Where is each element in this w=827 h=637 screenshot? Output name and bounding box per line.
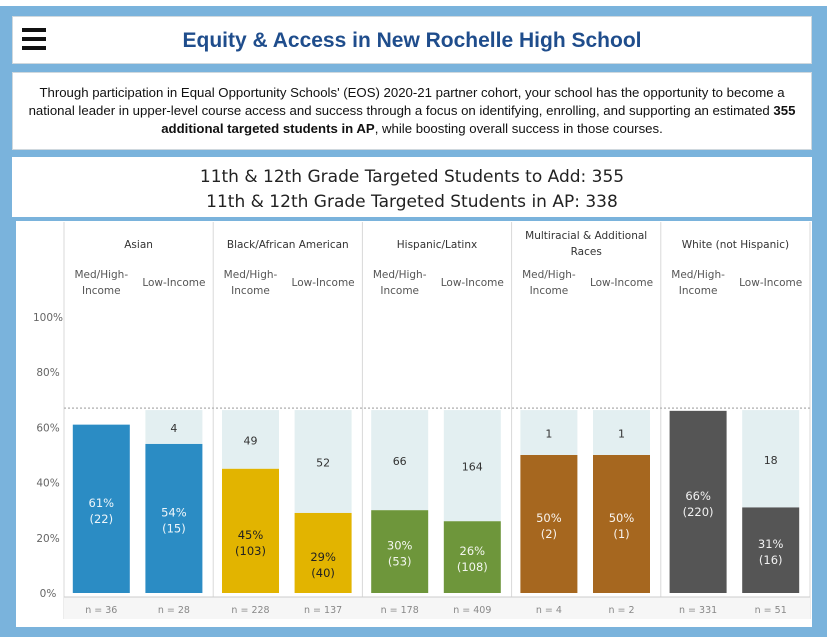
target-band	[294, 410, 352, 513]
n-label: n = 331	[679, 605, 717, 616]
bar-sub-label: Income	[82, 285, 121, 297]
bar-count-label: (53)	[388, 555, 412, 569]
y-tick-label: 0%	[40, 588, 57, 600]
n-label: n = 28	[158, 605, 190, 616]
bar-value-label: 29%	[310, 550, 336, 564]
bar	[520, 455, 578, 593]
bar-count-label: (40)	[311, 566, 335, 580]
kpi-separator	[12, 217, 812, 221]
bar-value-label: 30%	[387, 539, 413, 553]
page-title: Equity & Access in New Rochelle High Sch…	[182, 29, 642, 52]
bar-value-label: 50%	[536, 511, 562, 525]
group-label: Asian	[124, 239, 153, 251]
bar-sub-label: Low-Income	[590, 277, 653, 289]
bar	[222, 468, 279, 593]
bar-sub-label: Income	[679, 285, 718, 297]
bar-sub-label: Income	[231, 285, 270, 297]
bar-sub-label: Med/High-	[224, 269, 278, 281]
n-label: n = 228	[231, 605, 269, 616]
group-label: Hispanic/Latinx	[397, 239, 477, 251]
bar	[294, 512, 352, 593]
bar	[443, 521, 501, 593]
bar-sub-label: Med/High-	[522, 269, 576, 281]
kpi-students-in-ap: 11th & 12th Grade Targeted Students in A…	[206, 192, 618, 212]
n-label: n = 51	[755, 605, 787, 616]
bar-count-label: (1)	[613, 527, 629, 541]
bar	[72, 424, 130, 593]
intro-text-end: , while boosting overall success in thos…	[374, 121, 663, 136]
bar	[593, 455, 650, 593]
bar-value-label: 54%	[161, 505, 187, 519]
bar-sub-label: Med/High-	[671, 269, 725, 281]
target-band	[443, 410, 501, 522]
top-edge	[0, 0, 827, 6]
bar-value-label: 26%	[460, 544, 486, 558]
bar	[145, 443, 203, 593]
bar-sub-label: Income	[380, 285, 419, 297]
n-label: n = 137	[304, 605, 342, 616]
bar-value-label: 50%	[609, 511, 635, 525]
target-band	[222, 410, 279, 469]
target-band	[593, 410, 650, 455]
bar-sub-label: Low-Income	[441, 277, 504, 289]
bar-sub-label: Med/High-	[74, 269, 128, 281]
bar	[669, 410, 727, 593]
bar-count-label: (15)	[162, 521, 186, 535]
n-label: n = 2	[608, 605, 634, 616]
bar-count-label: (220)	[683, 505, 714, 519]
group-label: Multiracial & Additional	[525, 230, 647, 242]
bar-count-label: (22)	[89, 512, 113, 526]
bar-chart: 0% 20% 40% 60% 80% 100% Asian Med/High- Income 61…	[12, 217, 812, 627]
students-to-add-label: 164	[462, 461, 483, 474]
group-label: Races	[571, 246, 602, 258]
left-border	[12, 221, 16, 627]
bar-value-label: 31%	[758, 537, 784, 551]
y-tick-label: 20%	[36, 533, 59, 545]
students-to-add-label: 49	[244, 434, 258, 447]
students-to-add-label: 18	[764, 454, 778, 467]
bar-sub-label: Income	[530, 285, 569, 297]
bar-value-label: 45%	[238, 528, 264, 542]
n-label: n = 409	[453, 605, 491, 616]
y-tick-label: 60%	[36, 422, 59, 434]
bar-sub-label: Low-Income	[142, 277, 205, 289]
intro-text-start: Through participation in Equal Opportuni…	[28, 85, 785, 118]
target-band	[145, 410, 203, 444]
bar-sub-label: Low-Income	[292, 277, 355, 289]
students-to-add-label: 1	[618, 428, 625, 441]
students-to-add-label: 66	[393, 455, 407, 468]
group-label: White (not Hispanic)	[682, 239, 789, 251]
bar-sub-label: Low-Income	[739, 277, 802, 289]
hamburger-menu-icon[interactable]	[19, 23, 49, 57]
bar	[742, 507, 800, 593]
bar-value-label: 61%	[89, 496, 115, 510]
students-to-add-label: 52	[316, 457, 330, 470]
y-tick-label: 80%	[36, 367, 59, 379]
intro-text-bold: 355 additional targeted students in AP	[161, 103, 796, 136]
bar-sub-label: Med/High-	[373, 269, 427, 281]
kpi-students-to-add: 11th & 12th Grade Targeted Students to A…	[199, 167, 625, 187]
target-band	[742, 410, 800, 508]
bar-count-label: (2)	[541, 527, 557, 541]
n-label: n = 4	[536, 605, 562, 616]
y-tick-label: 100%	[33, 312, 63, 324]
n-label: n = 36	[85, 605, 117, 616]
bar-count-label: (108)	[457, 560, 488, 574]
n-label: n = 178	[381, 605, 419, 616]
bar-count-label: (103)	[235, 544, 266, 558]
bar-count-label: (16)	[759, 553, 783, 567]
group-label: Black/African American	[227, 239, 349, 251]
bar	[371, 510, 429, 593]
students-to-add-label: 4	[170, 422, 177, 435]
chart-panel: 11th & 12th Grade Targeted Students to A…	[12, 157, 812, 627]
header-bar: Equity & Access in New Rochelle High Sch…	[12, 16, 812, 64]
y-tick-label: 40%	[36, 478, 59, 490]
bar-value-label: 66%	[685, 489, 711, 503]
target-band	[520, 410, 578, 455]
students-to-add-label: 1	[545, 428, 552, 441]
n-row-strip	[64, 597, 810, 619]
target-band	[371, 410, 429, 511]
intro-text: Through participation in Equal Opportuni…	[12, 72, 812, 150]
